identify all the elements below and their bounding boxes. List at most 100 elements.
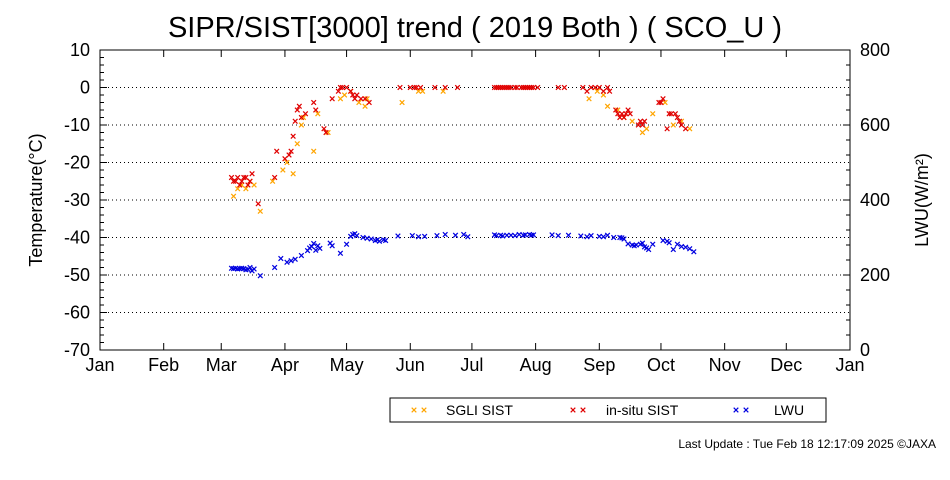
in-situ-sist-point bbox=[245, 182, 251, 188]
x-tick-label: Feb bbox=[148, 355, 179, 375]
y-axis-title: Temperature(°C) bbox=[26, 133, 46, 266]
sgli-sist-point bbox=[586, 96, 592, 102]
sgli-sist-point bbox=[643, 126, 650, 132]
lwu-point bbox=[512, 232, 518, 239]
in-situ-sist-point bbox=[294, 107, 300, 113]
lwu-point bbox=[421, 233, 428, 240]
in-situ-sist-point bbox=[678, 122, 685, 128]
y-tick-label: -20 bbox=[64, 153, 90, 173]
sgli-sist-point bbox=[594, 88, 600, 94]
lwu-point bbox=[368, 236, 374, 242]
in-situ-sist-point bbox=[658, 99, 664, 106]
in-situ-sist-point bbox=[366, 99, 372, 106]
in-situ-sist-point bbox=[635, 122, 642, 128]
lwu-point bbox=[343, 241, 350, 247]
in-situ-sist-point bbox=[522, 84, 529, 91]
in-situ-sist-point bbox=[302, 111, 309, 117]
x-tick-label: Sep bbox=[583, 355, 615, 375]
in-situ-sist-point bbox=[347, 88, 354, 94]
lwu-point bbox=[354, 232, 360, 239]
legend-markers bbox=[411, 407, 749, 413]
lwu-point bbox=[678, 243, 685, 250]
in-situ-sist-point bbox=[323, 129, 329, 136]
y-tick-label: -50 bbox=[64, 265, 90, 285]
lwu-point bbox=[555, 232, 561, 239]
lwu-point bbox=[604, 232, 611, 238]
in-situ-sist-point bbox=[502, 84, 508, 91]
lwu-point bbox=[376, 238, 383, 244]
in-situ-sist-point bbox=[237, 182, 243, 188]
in-situ-sist-point bbox=[247, 178, 253, 184]
last-update-footer: Last Update : Tue Feb 18 12:17:09 2025 ©… bbox=[678, 437, 936, 451]
lwu-point bbox=[639, 240, 646, 246]
in-situ-sist-point bbox=[362, 96, 368, 102]
legend: SGLI SIST in-situ SIST LWU bbox=[389, 397, 827, 423]
lwu-point bbox=[625, 241, 631, 247]
in-situ-sist-point bbox=[413, 84, 420, 91]
sgli-sist-point bbox=[650, 111, 656, 117]
in-situ-sist-point bbox=[337, 84, 344, 91]
gridlines bbox=[100, 87, 850, 313]
y2-tick-labels: 800 600 400 200 0 bbox=[860, 40, 890, 360]
x-tick-label: Jan bbox=[85, 355, 114, 375]
lwu-point bbox=[674, 241, 681, 247]
lwu-point bbox=[584, 234, 590, 240]
lwu-point bbox=[500, 233, 506, 239]
in-situ-sist-point bbox=[524, 84, 531, 91]
in-situ-sist-point bbox=[682, 126, 689, 132]
sgli-sist-point bbox=[234, 186, 241, 192]
legend-label-in-situ-sist: in-situ SIST bbox=[606, 402, 679, 418]
in-situ-sist-point bbox=[230, 178, 237, 184]
sgli-sist-point bbox=[300, 114, 307, 121]
x-tick-label: Nov bbox=[709, 355, 741, 375]
sgli-sist-point bbox=[269, 178, 276, 184]
lwu-point bbox=[650, 241, 656, 247]
y2-tick-label: 0 bbox=[860, 340, 870, 360]
lwu-point bbox=[382, 237, 389, 244]
sgli-sist-point bbox=[639, 129, 646, 136]
sgli-sist-point bbox=[257, 208, 263, 214]
y2-axis-title: LWU(W/m²) bbox=[912, 153, 932, 247]
lwu-point bbox=[298, 252, 305, 259]
sgli-sist-point bbox=[315, 111, 321, 117]
sgli-sist-point bbox=[243, 186, 249, 192]
legend-marker-sgli-sist bbox=[421, 407, 427, 413]
in-situ-sist-point bbox=[613, 107, 619, 113]
lwu-point bbox=[360, 234, 366, 241]
sgli-sist-point bbox=[298, 122, 305, 128]
lwu-point bbox=[530, 232, 537, 238]
lwu-point bbox=[278, 255, 284, 262]
in-situ-sist-point bbox=[495, 84, 502, 91]
in-situ-sist-point bbox=[668, 111, 674, 117]
in-situ-sist-point bbox=[617, 114, 623, 121]
in-situ-sist-point bbox=[491, 84, 498, 91]
lwu-point bbox=[687, 246, 693, 252]
in-situ-sist-point bbox=[288, 148, 294, 154]
in-situ-sist-point bbox=[255, 201, 261, 207]
in-situ-sist-point bbox=[580, 84, 586, 91]
legend-marker-sgli-sist bbox=[411, 407, 417, 413]
in-situ-sist-point bbox=[241, 174, 247, 181]
sgli-sist-point bbox=[604, 103, 611, 109]
in-situ-sist-point bbox=[442, 84, 448, 91]
lwu-point bbox=[452, 232, 459, 238]
in-situ-sist-point bbox=[666, 111, 672, 117]
in-situ-sist-point bbox=[674, 114, 681, 121]
sgli-sist-point bbox=[251, 182, 257, 188]
lwu-point bbox=[442, 231, 448, 238]
lwu-point bbox=[284, 259, 290, 265]
lwu-point bbox=[364, 235, 370, 241]
in-situ-sist-point bbox=[339, 84, 346, 91]
lwu-point bbox=[549, 232, 555, 238]
legend-marker-lwu bbox=[733, 407, 739, 413]
lwu-point bbox=[257, 273, 263, 279]
lwu-point bbox=[670, 246, 677, 253]
sgli-sist-point bbox=[670, 122, 677, 128]
lwu-point bbox=[660, 237, 666, 244]
lwu-point bbox=[645, 246, 652, 253]
in-situ-sist-point bbox=[296, 103, 303, 109]
in-situ-sist-point bbox=[228, 174, 235, 181]
sgli-sist-point bbox=[399, 99, 405, 106]
lwu-point bbox=[504, 232, 510, 238]
